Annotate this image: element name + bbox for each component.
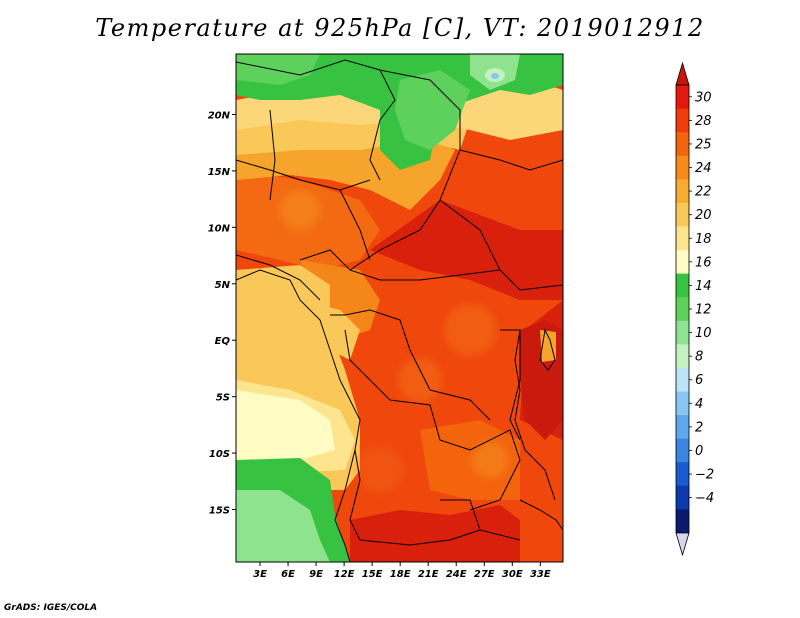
lon-tick-label: 30E bbox=[502, 569, 523, 580]
lon-tick-label: 6E bbox=[281, 569, 295, 580]
lat-tick-label: 15N bbox=[208, 167, 231, 178]
colorbar-swatch bbox=[676, 85, 689, 110]
colorbar-label: 6 bbox=[695, 373, 703, 388]
colorbar-swatch bbox=[676, 297, 689, 322]
lat-tick-label: 20N bbox=[208, 110, 231, 121]
lon-tick-label: 3E bbox=[253, 569, 267, 580]
colorbar-label: 14 bbox=[695, 279, 712, 294]
lon-tick-label: 24E bbox=[446, 569, 467, 580]
lon-tick-label: 12E bbox=[334, 569, 355, 580]
colorbar-label: 4 bbox=[695, 397, 703, 412]
colorbar-swatch bbox=[676, 179, 689, 204]
colorbar-label: 24 bbox=[695, 161, 712, 176]
colorbar-swatch bbox=[676, 273, 689, 298]
country-borders bbox=[236, 59, 563, 562]
colorbar-swatch bbox=[676, 509, 689, 534]
longitude-axis: 3E 6E 9E 12E 15E 18E 21E 24E 27E 30E 33E bbox=[253, 562, 551, 580]
colorbar-swatch bbox=[676, 226, 689, 251]
latitude-axis: 20N 15N 10N 5N EQ 5S 10S 15S bbox=[208, 110, 236, 517]
colorbar-label: 12 bbox=[695, 303, 712, 318]
lat-tick-label: EQ bbox=[215, 336, 231, 347]
colorbar-swatch bbox=[676, 108, 689, 133]
colorbar-swatch bbox=[676, 250, 689, 275]
lat-tick-label: 10S bbox=[209, 449, 230, 460]
colorbar-label: 10 bbox=[695, 326, 712, 341]
colorbar-swatch bbox=[676, 132, 689, 157]
lon-tick-label: 18E bbox=[390, 569, 411, 580]
lon-tick-label: 9E bbox=[309, 569, 323, 580]
colorbar-swatch bbox=[676, 485, 689, 510]
colorbar-label: −4 bbox=[695, 491, 714, 506]
colorbar-swatch bbox=[676, 438, 689, 463]
colorbar-label: 20 bbox=[695, 208, 712, 223]
colorbar-label: 22 bbox=[695, 185, 712, 200]
lat-tick-label: 15S bbox=[209, 506, 230, 517]
colorbar-swatch bbox=[676, 462, 689, 487]
colorbar-swatch bbox=[676, 320, 689, 345]
map-frame bbox=[235, 53, 564, 563]
colorbar-label: −2 bbox=[695, 468, 714, 483]
lat-tick-label: 10N bbox=[208, 223, 231, 234]
colorbar-top-arrow bbox=[675, 61, 690, 86]
colorbar-label: 18 bbox=[695, 232, 712, 247]
colorbar-swatch bbox=[676, 202, 689, 227]
colorbar-label: 30 bbox=[695, 90, 712, 105]
lon-tick-label: 27E bbox=[474, 569, 495, 580]
colorbar-label: 28 bbox=[695, 114, 712, 129]
colorbar-label: 16 bbox=[695, 255, 712, 270]
lat-tick-label: 5S bbox=[216, 393, 230, 404]
temperature-field bbox=[236, 54, 563, 562]
colorbar-label: 2 bbox=[695, 420, 703, 435]
colorbar-swatch bbox=[676, 344, 689, 369]
credit-label: GrADS: IGES/COLA bbox=[4, 603, 98, 613]
colorbar-label: 8 bbox=[695, 350, 703, 365]
colorbar-label: 0 bbox=[695, 444, 703, 459]
lat-tick-label: 5N bbox=[215, 280, 231, 291]
colorbar-swatch bbox=[676, 391, 689, 416]
colorbar-label: 25 bbox=[695, 137, 712, 152]
lon-tick-label: 33E bbox=[530, 569, 551, 580]
colorbar-bottom-arrow bbox=[675, 532, 690, 557]
colorbar-swatch bbox=[676, 415, 689, 440]
colorbar-swatch bbox=[676, 367, 689, 393]
lon-tick-label: 15E bbox=[362, 569, 383, 580]
lon-tick-label: 21E bbox=[418, 569, 439, 580]
colorbar-swatch bbox=[676, 155, 689, 180]
plot-title: Temperature at 925hPa [C], VT: 201901291… bbox=[95, 14, 705, 42]
